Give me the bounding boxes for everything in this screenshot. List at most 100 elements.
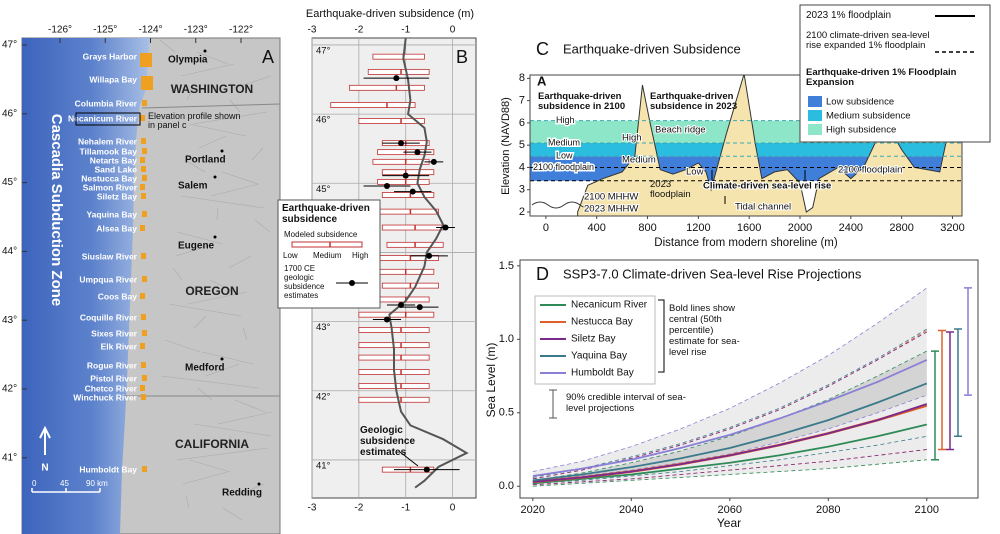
- scale-label: 90 km: [86, 479, 108, 488]
- estuary-label: Coquille River: [80, 312, 138, 322]
- section-end: A: [537, 73, 547, 88]
- terrain-texture: [234, 399, 266, 413]
- legend-low: Low: [283, 251, 298, 260]
- y-axis-title: Elevation (NAVD88): [500, 97, 512, 195]
- terrain-texture: [222, 507, 243, 521]
- estuary-label: Siletz Bay: [97, 191, 137, 201]
- lat-tick-label: 47°: [2, 40, 17, 51]
- y-tick-label: 6: [519, 117, 525, 129]
- modeled-range: [358, 118, 425, 124]
- x-tick-label: 1200: [686, 222, 710, 234]
- y-tick-label: 4: [519, 161, 525, 173]
- north-arrow: [39, 425, 51, 455]
- legend-entry: Low subsidence: [826, 97, 894, 108]
- terrain-texture: [175, 243, 215, 257]
- estuary-label: Willapa Bay: [89, 74, 137, 84]
- estuary-label: Nehalem River: [78, 136, 138, 146]
- terrain-texture: [168, 303, 242, 317]
- lat-tick-label: 45°: [2, 177, 17, 188]
- y-tick-label: 7: [519, 95, 525, 107]
- terrain-texture: [192, 111, 268, 125]
- annotation-arrow: [399, 451, 419, 467]
- terrain-texture: [164, 339, 201, 353]
- scale-label: 0: [32, 479, 37, 488]
- lon-tick-label: -126°: [48, 25, 72, 36]
- annotation: Geologic subsidence estimates: [360, 425, 416, 458]
- city-dot: [213, 235, 217, 239]
- terrain-texture: [210, 183, 260, 197]
- legend-title: Earthquake-driven 1% Floodplain Expansio…: [806, 67, 957, 88]
- bracket: [658, 299, 665, 373]
- annotation: Medium: [622, 155, 656, 166]
- city-dot: [220, 149, 224, 153]
- estuary-label: Salmon River: [83, 182, 138, 192]
- level-label: 2100 floodplain: [533, 162, 594, 172]
- x-tick-label: 1600: [737, 222, 761, 234]
- bound-line: [532, 287, 928, 472]
- legend-swatch: [808, 124, 822, 135]
- estuary-label: Chetco River: [85, 383, 138, 393]
- x-tick-label: 800: [638, 222, 656, 234]
- series-line: [532, 382, 928, 482]
- x-tick-label: -2: [354, 503, 363, 514]
- geologic-point: [416, 304, 423, 311]
- geologic-point: [423, 466, 430, 473]
- bound-line: [532, 350, 927, 481]
- legend-high: High: [352, 251, 368, 260]
- modeled-range: [358, 327, 430, 333]
- panel-label: B: [456, 47, 468, 67]
- x-tick-label: -1: [401, 25, 410, 36]
- x-tick-label: -1: [401, 503, 410, 514]
- modeled-range: [372, 53, 425, 60]
- series-line: [532, 403, 928, 483]
- geologic-point: [402, 172, 409, 179]
- terrain-texture: [172, 267, 183, 281]
- city-label: Eugene: [178, 241, 215, 252]
- x-tick-label: 0: [450, 25, 456, 36]
- bound-line: [532, 328, 927, 478]
- terrain-texture: [187, 291, 248, 305]
- y-tick-label: 1.5: [499, 260, 514, 272]
- geologic-point: [426, 252, 433, 259]
- terrain-texture: [233, 75, 272, 89]
- legend-entry: Medium subsidence: [826, 111, 911, 122]
- scale-label: 45: [60, 479, 69, 488]
- x-axis-title: Year: [717, 516, 741, 530]
- estuary-label: Netarts Bay: [90, 155, 138, 165]
- legend-point: [349, 280, 355, 286]
- state-label: OREGON: [185, 284, 238, 298]
- terrain-texture: [193, 423, 272, 437]
- legend-entry: Necanicum River: [571, 300, 648, 311]
- estuary-marker: [140, 225, 145, 231]
- geologic-point: [383, 316, 390, 323]
- y-axis-title: Sea Level (m): [484, 343, 498, 418]
- estuary-label: Winchuck River: [73, 392, 137, 402]
- estuary-label: Sand Lake: [94, 164, 137, 174]
- legend-entry: Siletz Bay: [571, 334, 615, 345]
- y-tick-label: 8: [519, 72, 525, 84]
- terrain-texture: [209, 279, 236, 293]
- legend-swatch: [808, 110, 822, 121]
- x-tick-label: -3: [308, 25, 317, 36]
- legend-geologic: 1700 CE geologic subsidence estimates: [284, 264, 325, 300]
- estuary-label: Sixes River: [91, 328, 138, 338]
- annotation: Climate-driven sea-level rise: [703, 181, 831, 192]
- terrain-texture: [176, 231, 224, 245]
- y-tick-label: 0.0: [499, 480, 514, 492]
- x-tick-label: -2: [354, 25, 363, 36]
- modeled-range: [358, 383, 430, 389]
- legend-entry: High subsidence: [826, 125, 896, 136]
- terrain-texture: [196, 51, 229, 65]
- interval-note: 90% credible interval of sea-level proje…: [566, 392, 686, 414]
- y-tick-label: 5: [519, 139, 525, 151]
- annotation: 2023 floodplain: [650, 179, 691, 200]
- state-border: [141, 103, 281, 109]
- estuary-label: Pistol River: [90, 373, 137, 383]
- terrain-texture: [216, 207, 219, 221]
- estuary-marker: [141, 253, 146, 259]
- legend-medium-label: Medium: [313, 251, 342, 260]
- city-dot: [213, 175, 217, 179]
- panel-label: C: [536, 39, 549, 59]
- interval-bar: [946, 331, 954, 451]
